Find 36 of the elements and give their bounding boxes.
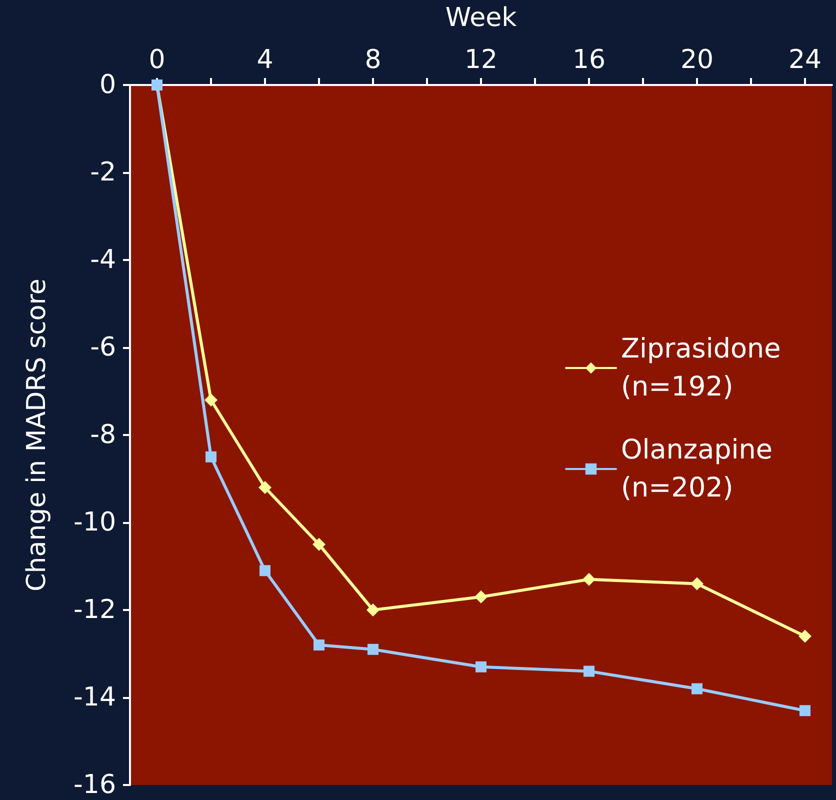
x-tick-label: 24 [788, 45, 822, 75]
y-tick-label: -6 [90, 332, 116, 362]
point [582, 572, 596, 586]
point [312, 538, 326, 551]
y-tick-label: 0 [99, 70, 116, 100]
x-tick-label: 0 [148, 45, 166, 75]
x-tick-label: 12 [464, 45, 498, 75]
y-tick-label: -14 [74, 682, 116, 712]
point [366, 604, 380, 616]
x-tick-label: 4 [256, 45, 274, 75]
y-tick-label: -2 [90, 158, 116, 188]
point [474, 590, 488, 604]
point [260, 565, 270, 576]
x-tick-label: 20 [680, 45, 714, 75]
y-tick-label: -4 [90, 245, 116, 275]
point [692, 683, 702, 694]
y-axis-title: Change in MADRS score [22, 278, 52, 592]
y-tick-label: -10 [74, 508, 116, 538]
x-tick-label: 16 [572, 45, 606, 75]
y-tick-label: -8 [90, 420, 116, 450]
x-axis-title: Week [445, 3, 517, 33]
point [798, 630, 812, 643]
legend-label: Olanzapine (n=202) [621, 434, 782, 504]
point [204, 394, 218, 406]
point [314, 640, 324, 650]
point [690, 577, 704, 590]
point [258, 481, 272, 494]
point [476, 661, 486, 672]
x-tick-label: 8 [364, 45, 382, 75]
legend-label: Ziprasidone (n=192) [621, 334, 790, 402]
point [800, 705, 810, 716]
y-tick-label: -12 [74, 595, 116, 625]
y-tick-label: -16 [74, 770, 116, 800]
point [584, 666, 594, 677]
point [368, 644, 378, 655]
point [206, 451, 216, 462]
